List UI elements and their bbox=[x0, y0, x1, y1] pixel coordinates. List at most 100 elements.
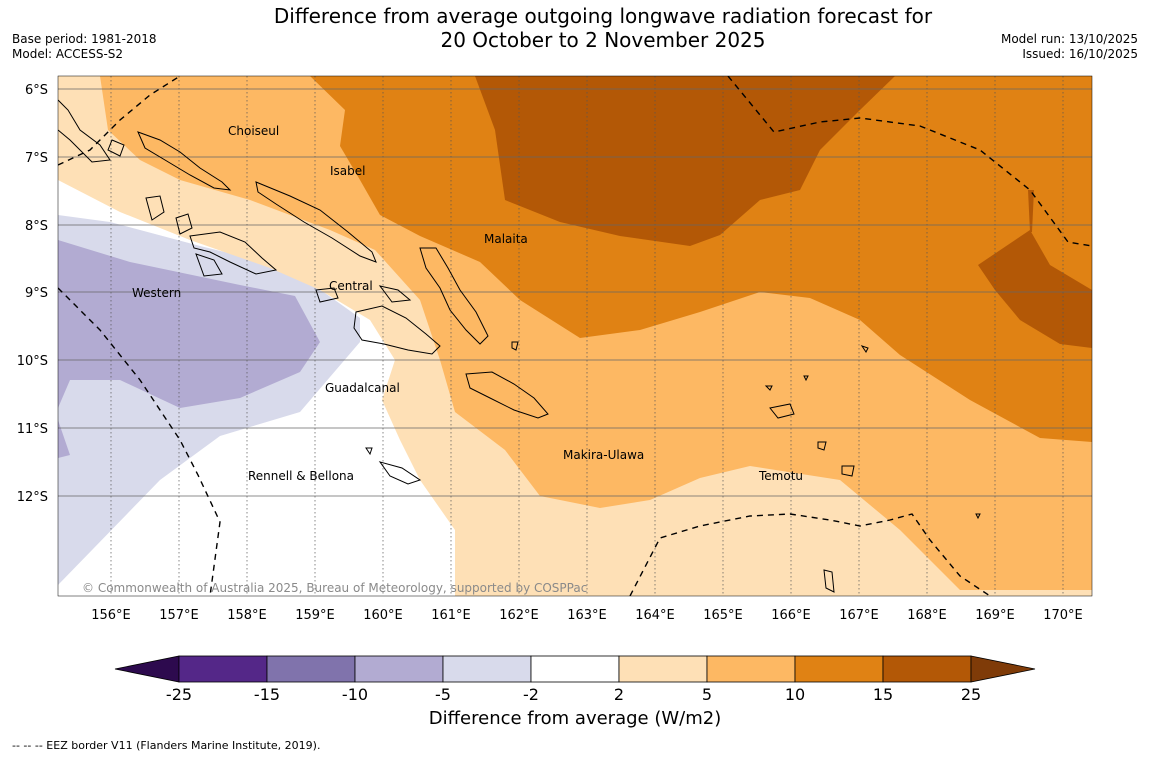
lon-label: 169°E bbox=[975, 608, 1015, 623]
colorbar-bin bbox=[794, 655, 884, 683]
eez-border-west bbox=[58, 287, 221, 596]
colorbar-extend-high bbox=[970, 655, 1036, 683]
field-pos15-25-sliver bbox=[1028, 190, 1034, 232]
colorbar-tick-label: 2 bbox=[614, 685, 624, 704]
colorbar-bin bbox=[442, 655, 532, 683]
island-shortland bbox=[107, 139, 125, 157]
eez-border-north-east bbox=[727, 76, 1092, 247]
model-run: Model run: 13/10/2025 bbox=[1000, 32, 1138, 46]
island-florida bbox=[315, 287, 339, 303]
eez-footnote: -- -- -- EEZ border V11 (Flanders Marine… bbox=[12, 739, 321, 752]
lon-label: 161°E bbox=[431, 608, 471, 623]
lon-label: 156°E bbox=[91, 608, 131, 623]
island-sikaiana bbox=[860, 345, 869, 353]
island-duff bbox=[803, 375, 809, 382]
province-label: Central bbox=[329, 279, 373, 293]
lat-label: 7°S bbox=[25, 151, 48, 166]
lat-label: 9°S bbox=[25, 286, 48, 301]
island-ulawa bbox=[511, 341, 519, 351]
colorbar-bin bbox=[882, 655, 972, 683]
province-label: Western bbox=[132, 286, 181, 300]
title-line-2: 20 October to 2 November 2025 bbox=[440, 28, 766, 52]
island-makira bbox=[465, 371, 549, 419]
island-kolombangara bbox=[175, 213, 193, 235]
colorbar-bin bbox=[266, 655, 356, 683]
title-line-1: Difference from average outgoing longwav… bbox=[273, 4, 933, 28]
field-pos15-25 bbox=[475, 76, 895, 246]
island-choiseul bbox=[137, 131, 232, 191]
eez-borders bbox=[58, 76, 1092, 596]
province-label: Rennell & Bellona bbox=[248, 469, 354, 483]
base-period: Base period: 1981-2018 bbox=[12, 32, 157, 46]
province-label: Isabel bbox=[330, 164, 365, 178]
colorbar-title: Difference from average (W/m2) bbox=[428, 708, 722, 729]
map-frame bbox=[57, 75, 1093, 597]
colorbar-ticks: -25 -15 -10 -5 -2 2 5 10 15 25 bbox=[166, 685, 981, 704]
issued-date: Issued: 16/10/2025 bbox=[1022, 47, 1138, 61]
island-new-georgia bbox=[189, 231, 278, 275]
island-russell bbox=[378, 285, 412, 303]
coastlines bbox=[58, 99, 981, 593]
lon-label: 167°E bbox=[839, 608, 879, 623]
lat-axis: 6°S 7°S 8°S 9°S 10°S 11°S 12°S bbox=[17, 83, 48, 505]
lat-label: 11°S bbox=[17, 422, 48, 437]
island-isabel bbox=[255, 181, 377, 263]
field-pos15-25-east bbox=[978, 230, 1092, 348]
colorbar-tick-label: -15 bbox=[254, 685, 280, 704]
island-anuta bbox=[975, 513, 981, 520]
colorbar-tick-label: 10 bbox=[785, 685, 805, 704]
province-label: Malaita bbox=[484, 232, 528, 246]
field-neg10-5 bbox=[58, 240, 320, 458]
lat-lines bbox=[58, 88, 1092, 497]
province-labels: Choiseul Isabel Malaita Western Central … bbox=[132, 124, 803, 483]
island-nendo bbox=[769, 403, 795, 419]
colorbar-bin bbox=[178, 655, 268, 683]
island-rennell bbox=[378, 461, 422, 485]
map-copyright: © Commonwealth of Australia 2025, Bureau… bbox=[82, 581, 587, 595]
province-label: Guadalcanal bbox=[325, 381, 400, 395]
lon-label: 162°E bbox=[499, 608, 539, 623]
island-vella bbox=[145, 195, 165, 221]
island-bougainville bbox=[58, 99, 111, 163]
colorbar-bin bbox=[618, 655, 708, 683]
colorbar bbox=[114, 655, 1036, 683]
eez-border-south bbox=[629, 513, 991, 596]
colorbar-tick-label: -25 bbox=[166, 685, 192, 704]
island-rendova bbox=[195, 253, 223, 277]
lon-label: 157°E bbox=[159, 608, 199, 623]
island-vanikoro bbox=[841, 465, 855, 477]
island-malaita bbox=[419, 247, 489, 345]
meta-left: Base period: 1981-2018 Model: ACCESS-S2 bbox=[12, 32, 157, 62]
lat-label: 12°S bbox=[17, 490, 48, 505]
island-bellona bbox=[365, 447, 373, 456]
province-label: Makira-Ulawa bbox=[563, 448, 644, 462]
colorbar-tick-label: -10 bbox=[342, 685, 368, 704]
lat-label: 8°S bbox=[25, 219, 48, 234]
lon-label: 160°E bbox=[363, 608, 403, 623]
province-label: Temotu bbox=[758, 469, 803, 483]
colorbar-tick-label: -5 bbox=[435, 685, 451, 704]
colorbar-extend-low bbox=[114, 655, 180, 683]
gridlines bbox=[110, 76, 1064, 596]
anomaly-fields: © Commonwealth of Australia 2025, Bureau… bbox=[58, 76, 1092, 596]
colorbar-bin bbox=[354, 655, 444, 683]
lat-label: 6°S bbox=[25, 83, 48, 98]
island-guadalcanal bbox=[353, 305, 441, 355]
colorbar-tick-label: 25 bbox=[961, 685, 981, 704]
lon-label: 165°E bbox=[703, 608, 743, 623]
colorbar-tick-label: -2 bbox=[523, 685, 539, 704]
lon-label: 170°E bbox=[1043, 608, 1083, 623]
colorbar-bin bbox=[706, 655, 796, 683]
lat-label: 10°S bbox=[17, 354, 48, 369]
province-label: Choiseul bbox=[228, 124, 279, 138]
lon-axis: 156°E 157°E 158°E 159°E 160°E 161°E 162°… bbox=[91, 608, 1083, 623]
island-reef bbox=[764, 385, 773, 391]
meta-right: Model run: 13/10/2025 Issued: 16/10/2025 bbox=[1001, 32, 1138, 62]
colorbar-tick-label: 5 bbox=[702, 685, 712, 704]
lon-label: 164°E bbox=[635, 608, 675, 623]
chart-title: Difference from average outgoing longwav… bbox=[200, 4, 1006, 52]
model-name: Model: ACCESS-S2 bbox=[12, 47, 124, 61]
colorbar-bin bbox=[530, 655, 620, 683]
lon-label: 158°E bbox=[227, 608, 267, 623]
